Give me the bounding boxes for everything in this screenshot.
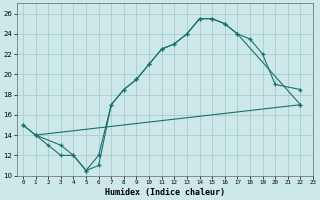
X-axis label: Humidex (Indice chaleur): Humidex (Indice chaleur) <box>105 188 225 197</box>
